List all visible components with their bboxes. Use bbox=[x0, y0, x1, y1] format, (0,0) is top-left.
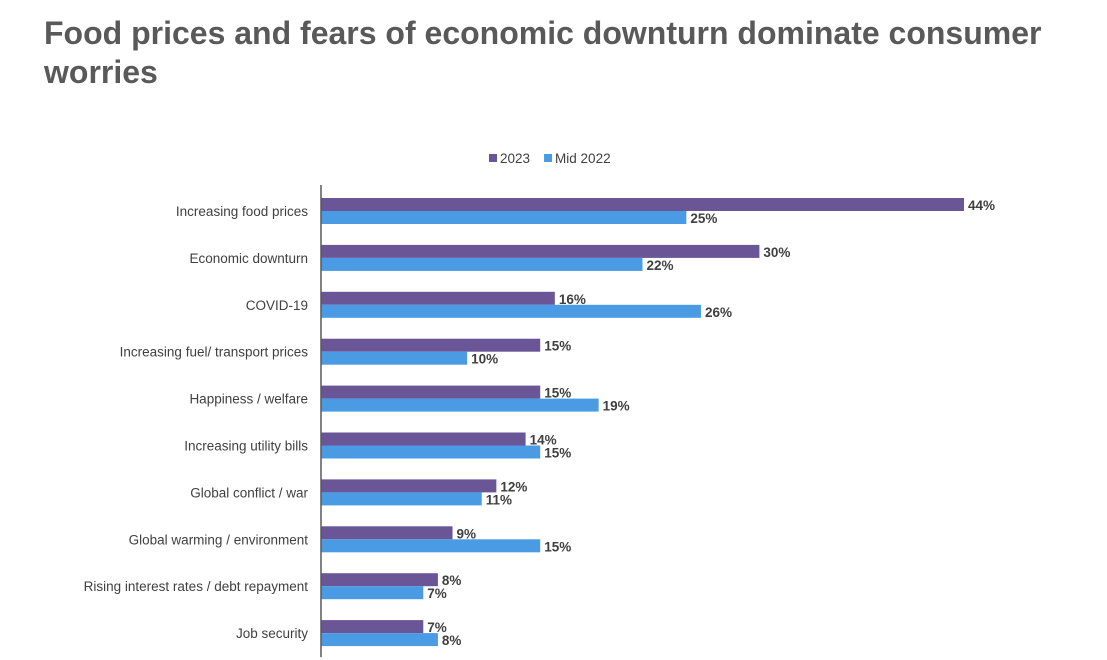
legend-swatch bbox=[489, 154, 497, 162]
data-label: 7% bbox=[427, 586, 447, 601]
bar-series-1 bbox=[321, 526, 453, 540]
bar-series-2 bbox=[321, 257, 643, 271]
value-labels: 44%25%30%22%16%26%15%10%15%19%14%15%12%1… bbox=[427, 198, 995, 648]
bar-series-2 bbox=[321, 633, 438, 647]
data-label: 12% bbox=[500, 479, 527, 494]
legend-label: 2023 bbox=[500, 151, 530, 166]
data-label: 19% bbox=[603, 399, 630, 414]
data-label: 8% bbox=[442, 633, 462, 648]
category-labels: Increasing food prices Economic downturn C… bbox=[84, 204, 309, 641]
data-label: 9% bbox=[457, 526, 477, 541]
bars bbox=[321, 198, 964, 647]
category-label: Economic downturn bbox=[189, 251, 308, 266]
data-label: 25% bbox=[690, 211, 717, 226]
bar-series-2 bbox=[321, 304, 701, 318]
legend: 2023 Mid 2022 bbox=[489, 151, 611, 166]
bar-series-1 bbox=[321, 573, 438, 587]
data-label: 14% bbox=[530, 433, 557, 448]
category-label: COVID-19 bbox=[246, 298, 308, 313]
category-label: Rising interest rates / debt repayment bbox=[84, 579, 309, 594]
category-label: Global warming / environment bbox=[129, 532, 309, 547]
data-label: 44% bbox=[968, 198, 995, 213]
bar-series-2 bbox=[321, 351, 468, 365]
category-label: Job security bbox=[236, 626, 308, 641]
bar-series-1 bbox=[321, 432, 526, 446]
bar-series-2 bbox=[321, 539, 541, 553]
bar-series-2 bbox=[321, 211, 687, 224]
data-label: 7% bbox=[427, 620, 447, 635]
legend-label: Mid 2022 bbox=[555, 151, 611, 166]
data-label: 10% bbox=[471, 352, 498, 367]
data-label: 15% bbox=[544, 539, 571, 554]
data-label: 15% bbox=[544, 446, 571, 461]
data-label: 15% bbox=[544, 339, 571, 354]
data-label: 22% bbox=[647, 258, 674, 273]
bar-series-1 bbox=[321, 338, 541, 352]
data-label: 26% bbox=[705, 305, 732, 320]
bar-series-2 bbox=[321, 586, 424, 600]
bar-series-2 bbox=[321, 398, 599, 412]
data-label: 8% bbox=[442, 573, 462, 588]
data-label: 30% bbox=[763, 245, 790, 260]
data-label: 11% bbox=[486, 492, 512, 507]
data-label: 16% bbox=[559, 292, 586, 307]
bar-series-1 bbox=[321, 479, 497, 493]
category-label: Increasing utility bills bbox=[184, 439, 308, 454]
legend-swatch bbox=[544, 154, 553, 162]
bar-series-1 bbox=[321, 385, 541, 399]
data-label: 15% bbox=[544, 386, 571, 401]
bar-series-1 bbox=[321, 291, 555, 305]
bar-series-2 bbox=[321, 445, 541, 459]
category-label: Increasing fuel/ transport prices bbox=[120, 345, 309, 360]
category-label: Happiness / welfare bbox=[189, 392, 308, 407]
bar-series-2 bbox=[321, 492, 482, 506]
category-label: Increasing food prices bbox=[176, 204, 308, 219]
bar-series-1 bbox=[321, 620, 424, 634]
category-label: Global conflict / war bbox=[190, 485, 308, 500]
bar-series-1 bbox=[321, 244, 760, 258]
chart-title: Food prices and fears of economic downtu… bbox=[44, 15, 1042, 90]
bar-series-1 bbox=[321, 198, 964, 211]
